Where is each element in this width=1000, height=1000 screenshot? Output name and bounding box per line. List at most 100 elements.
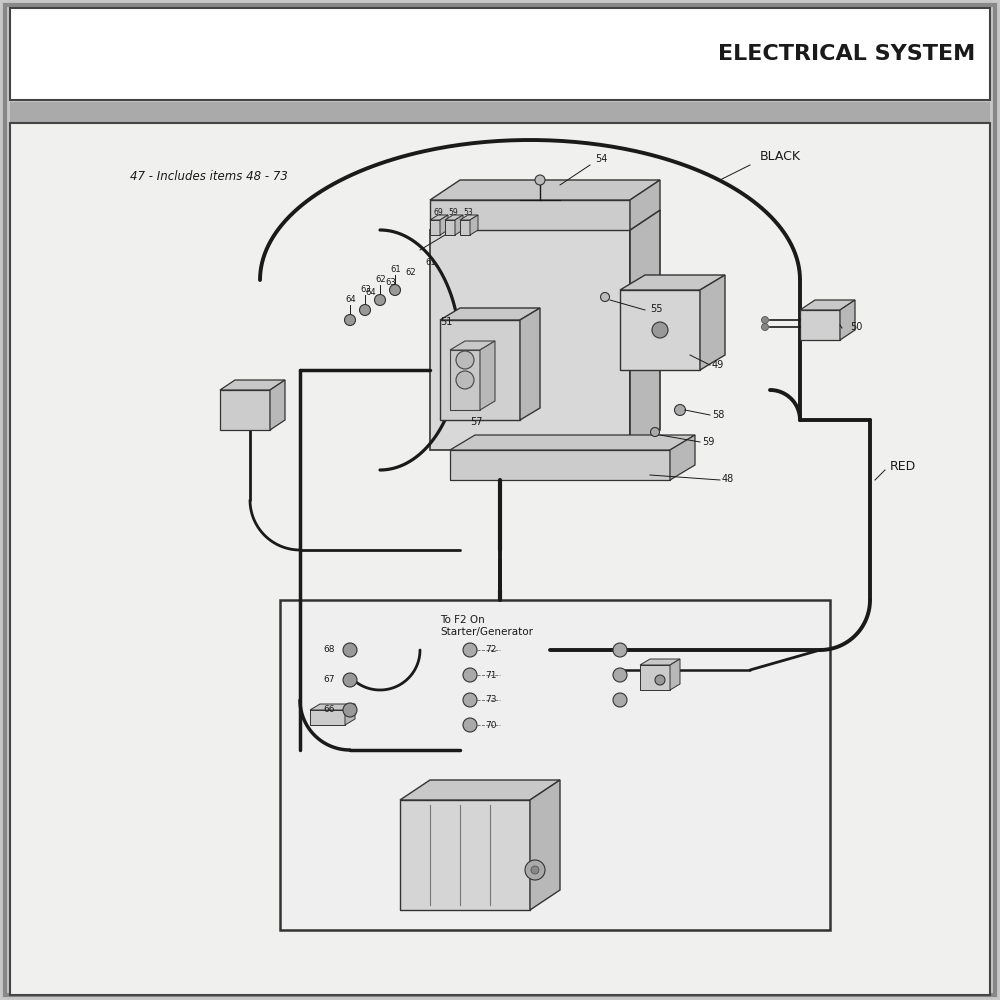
Text: 64: 64 [365, 288, 376, 297]
Circle shape [343, 703, 357, 717]
Circle shape [344, 314, 356, 326]
Polygon shape [310, 704, 355, 710]
Polygon shape [460, 215, 478, 220]
FancyBboxPatch shape [10, 102, 990, 122]
Polygon shape [430, 230, 630, 450]
Polygon shape [470, 215, 478, 235]
Polygon shape [220, 390, 270, 430]
Polygon shape [400, 800, 530, 910]
Polygon shape [630, 210, 660, 450]
Polygon shape [450, 350, 480, 410]
Polygon shape [440, 215, 448, 235]
FancyBboxPatch shape [5, 5, 995, 995]
FancyBboxPatch shape [280, 600, 830, 930]
Polygon shape [455, 215, 463, 235]
Polygon shape [700, 275, 725, 370]
Circle shape [652, 322, 668, 338]
Text: 63: 63 [385, 278, 396, 287]
Polygon shape [800, 310, 840, 340]
Text: 63: 63 [360, 285, 371, 294]
Circle shape [463, 718, 477, 732]
Text: 55: 55 [650, 304, 662, 314]
Text: 57: 57 [470, 417, 482, 427]
Text: 54: 54 [595, 154, 607, 164]
Circle shape [456, 351, 474, 369]
Circle shape [674, 404, 686, 416]
Circle shape [456, 371, 474, 389]
Text: 62: 62 [405, 268, 416, 277]
Polygon shape [220, 380, 285, 390]
Polygon shape [670, 659, 680, 690]
Polygon shape [450, 341, 495, 350]
Circle shape [535, 175, 545, 185]
Text: 72: 72 [485, 646, 496, 654]
Circle shape [613, 643, 627, 657]
Polygon shape [530, 780, 560, 910]
Text: 58: 58 [712, 410, 724, 420]
Text: To F2 On
Starter/Generator: To F2 On Starter/Generator [440, 615, 533, 637]
Polygon shape [430, 210, 660, 230]
Polygon shape [430, 220, 440, 235]
Text: 61: 61 [425, 258, 436, 267]
FancyBboxPatch shape [10, 8, 990, 100]
Polygon shape [630, 180, 660, 230]
Circle shape [613, 693, 627, 707]
Text: 59: 59 [702, 437, 714, 447]
Polygon shape [640, 659, 680, 665]
Circle shape [463, 693, 477, 707]
Circle shape [374, 294, 386, 306]
Text: 68: 68 [324, 646, 335, 654]
Text: 64: 64 [345, 295, 356, 304]
Text: 70: 70 [485, 720, 496, 730]
Text: 62: 62 [375, 275, 386, 284]
Polygon shape [445, 220, 455, 235]
Text: 51: 51 [440, 317, 452, 327]
Text: BLACK: BLACK [760, 150, 801, 163]
Polygon shape [800, 300, 855, 310]
Polygon shape [450, 450, 670, 480]
Polygon shape [400, 780, 560, 800]
Polygon shape [440, 320, 520, 420]
Circle shape [463, 668, 477, 682]
Text: ELECTRICAL SYSTEM: ELECTRICAL SYSTEM [718, 44, 975, 64]
Polygon shape [840, 300, 855, 340]
Text: 69: 69 [433, 208, 443, 217]
Circle shape [613, 668, 627, 682]
Polygon shape [345, 704, 355, 725]
Polygon shape [310, 710, 345, 725]
Circle shape [650, 428, 660, 436]
Text: 53: 53 [463, 208, 473, 217]
FancyBboxPatch shape [10, 123, 990, 995]
Polygon shape [620, 290, 700, 370]
Circle shape [343, 643, 357, 657]
Polygon shape [620, 275, 725, 290]
Circle shape [463, 643, 477, 657]
Circle shape [762, 316, 768, 324]
Text: 50: 50 [850, 322, 862, 332]
Polygon shape [430, 215, 448, 220]
Polygon shape [480, 341, 495, 410]
Polygon shape [440, 308, 540, 320]
Polygon shape [445, 215, 463, 220]
Text: 48: 48 [722, 474, 734, 484]
Circle shape [525, 860, 545, 880]
Circle shape [655, 675, 665, 685]
Text: 71: 71 [485, 670, 496, 680]
Polygon shape [640, 665, 670, 690]
Text: 59: 59 [448, 208, 458, 217]
Text: 61: 61 [390, 265, 401, 274]
Circle shape [762, 324, 768, 330]
Polygon shape [520, 308, 540, 420]
Text: RED: RED [890, 460, 916, 473]
Text: 49: 49 [712, 360, 724, 370]
Polygon shape [270, 380, 285, 430]
Circle shape [531, 866, 539, 874]
Polygon shape [430, 180, 660, 200]
Text: 47 - Includes items 48 - 73: 47 - Includes items 48 - 73 [130, 170, 288, 183]
Polygon shape [460, 220, 470, 235]
Circle shape [390, 284, 400, 296]
Polygon shape [430, 200, 630, 230]
Circle shape [600, 292, 610, 302]
Text: 66: 66 [324, 706, 335, 714]
Text: 67: 67 [324, 676, 335, 684]
